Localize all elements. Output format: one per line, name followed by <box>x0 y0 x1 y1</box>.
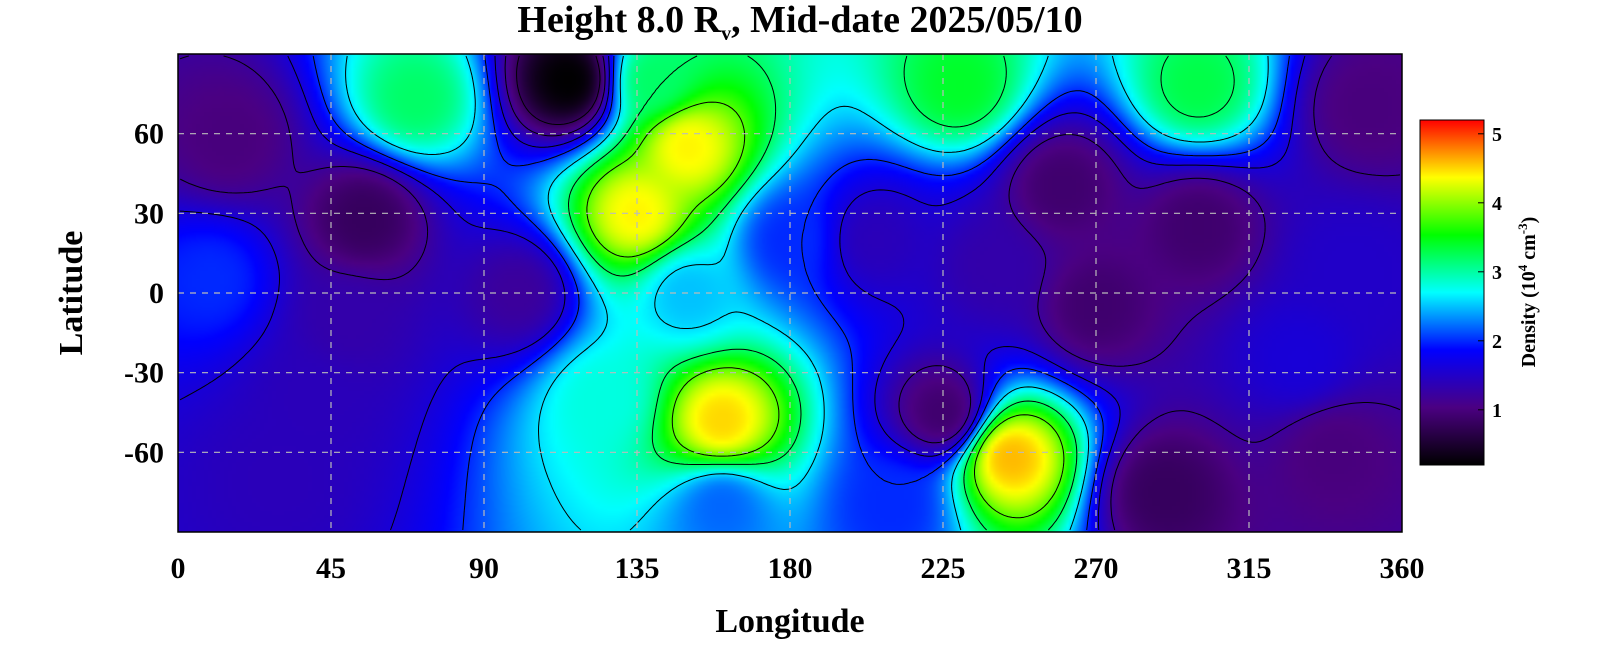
y-axis-ticks: 60 30 0 -30 -60 <box>124 118 164 470</box>
plot-frame <box>177 53 1403 533</box>
colorbar-tick-label: 1 <box>1492 400 1502 422</box>
heatmap-plot <box>177 53 1403 533</box>
contour-lines <box>179 55 1401 531</box>
chart-title-main: Height 8.0 R <box>517 0 721 41</box>
chart-title: Height 8.0 Rv, Mid-date 2025/05/10 <box>517 0 1082 45</box>
contour-line <box>179 55 1306 531</box>
x-tick-label: 90 <box>469 552 499 585</box>
y-tick-label: 0 <box>149 277 164 310</box>
chart-title-subscript: v <box>721 23 731 45</box>
y-tick-label: -30 <box>124 357 164 390</box>
colorbar-gradient <box>1419 119 1485 466</box>
x-tick-label: 45 <box>316 552 346 585</box>
y-tick-label: 30 <box>134 197 164 230</box>
colorbar-label: Density (104 cm-3) <box>1515 217 1540 368</box>
contour-line <box>345 55 1269 531</box>
contour-line <box>568 55 1235 531</box>
colorbar-label-unit: cm <box>1518 234 1540 265</box>
x-tick-label: 315 <box>1227 552 1272 585</box>
colorbar-label-close: ) <box>1518 217 1540 224</box>
gridlines <box>178 54 1402 532</box>
x-tick-label: 135 <box>615 552 660 585</box>
x-tick-label: 0 <box>171 552 186 585</box>
colorbar-label-main: Density (10 <box>1518 271 1540 367</box>
colorbar-tick-label: 2 <box>1492 331 1502 353</box>
x-tick-label: 180 <box>768 552 813 585</box>
x-tick-label: 360 <box>1380 552 1425 585</box>
colorbar-tick-label: 5 <box>1492 124 1502 146</box>
colorbar-ticks: 1 2 3 4 5 <box>1478 124 1502 422</box>
chart-title-rest: , Mid-date 2025/05/10 <box>731 0 1082 41</box>
y-axis-label: Latitude <box>53 231 90 356</box>
contour-line <box>312 55 1290 531</box>
y-tick-label: 60 <box>134 118 164 151</box>
contour-line <box>586 101 1065 519</box>
colorbar-tick-label: 4 <box>1492 193 1502 215</box>
contour-line <box>179 55 1401 531</box>
y-tick-label: -60 <box>124 436 164 469</box>
contour-line <box>516 55 601 125</box>
colorbar-tick-label: 3 <box>1492 262 1502 284</box>
colorbar-label-unit-exp: -3 <box>1515 223 1530 234</box>
colorbar-label-exp: 4 <box>1515 264 1530 271</box>
x-tick-label: 270 <box>1074 552 1119 585</box>
x-tick-label: 225 <box>921 552 966 585</box>
x-axis-label: Longitude <box>715 603 864 640</box>
x-axis-ticks: 0 45 90 135 180 225 270 315 360 <box>171 552 1425 585</box>
